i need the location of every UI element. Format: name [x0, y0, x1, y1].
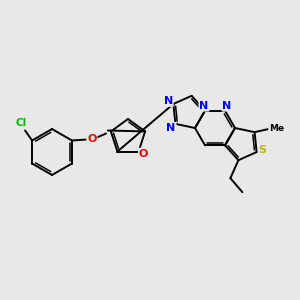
Text: S: S [259, 145, 267, 155]
Text: Me: Me [269, 124, 284, 133]
Text: N: N [164, 96, 173, 106]
Text: N: N [222, 101, 232, 111]
Text: O: O [87, 134, 97, 143]
Text: N: N [200, 101, 208, 111]
Text: N: N [167, 123, 176, 133]
Text: O: O [139, 148, 148, 159]
Text: Cl: Cl [16, 118, 27, 128]
